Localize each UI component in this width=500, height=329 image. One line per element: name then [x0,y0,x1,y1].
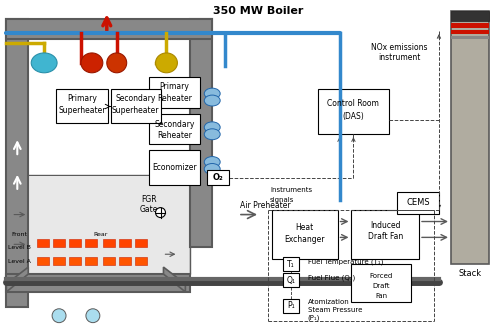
Bar [37,240,49,247]
Text: Reheater: Reheater [157,94,192,103]
Text: Fan: Fan [375,293,388,299]
Text: Heat: Heat [296,223,314,232]
Circle shape [156,208,166,217]
Bar [6,19,28,307]
Text: instrument: instrument [378,53,420,63]
Ellipse shape [156,53,178,73]
Bar [37,257,49,265]
Bar [29,176,190,273]
Bar [69,257,81,265]
Text: (DAS): (DAS) [342,112,364,121]
Bar [451,36,488,39]
Bar [103,240,115,247]
Text: Economizer: Economizer [152,164,196,172]
Bar [103,257,115,265]
Bar [148,114,201,144]
Bar [53,240,65,247]
Bar [134,257,146,265]
Bar [148,150,201,185]
Text: Front: Front [12,232,28,237]
Text: Reheater: Reheater [157,131,192,140]
Text: Fuel Flue (Q₁): Fuel Flue (Q₁) [308,275,355,281]
Bar [111,89,160,123]
Text: signals: signals [270,197,294,203]
Bar [451,11,488,21]
Bar [69,240,81,247]
Bar [28,175,190,274]
Circle shape [86,309,100,323]
Text: Primary: Primary [67,94,97,103]
Bar [397,192,439,214]
Text: Level A: Level A [8,259,30,264]
Text: Instruments: Instruments [270,187,312,193]
Bar [352,264,411,302]
Polygon shape [164,267,186,292]
Text: Superheater: Superheater [112,106,160,115]
Bar [207,170,229,185]
Text: FGR: FGR [141,195,156,204]
Text: Induced: Induced [370,221,400,230]
Bar [85,240,97,247]
Text: P₁: P₁ [287,301,294,310]
Ellipse shape [204,157,220,167]
Bar [85,257,97,265]
Text: Atomization: Atomization [308,299,350,305]
Bar [118,257,130,265]
Text: (P₁): (P₁) [308,315,320,321]
Circle shape [52,309,66,323]
Text: 350 MW Boiler: 350 MW Boiler [213,6,303,16]
Bar [283,299,298,313]
Bar [451,23,488,28]
Bar [134,240,146,247]
Text: Steam Pressure: Steam Pressure [308,307,362,313]
Ellipse shape [204,95,220,106]
Bar [56,89,108,123]
Ellipse shape [204,164,220,174]
Text: Draft Fan: Draft Fan [368,232,403,241]
Text: Superheater: Superheater [58,106,106,115]
Text: Rear: Rear [94,232,108,237]
Bar [148,77,201,109]
Text: T₁: T₁ [287,260,294,269]
Polygon shape [6,267,28,292]
Text: Draft: Draft [372,283,390,289]
Text: Forced: Forced [370,273,393,279]
Text: Control Room: Control Room [328,99,380,108]
Bar [190,19,212,247]
Text: Primary: Primary [160,82,190,91]
Text: Secondary: Secondary [154,120,194,129]
Bar [451,30,488,34]
Text: NOx emissions: NOx emissions [371,42,428,52]
Ellipse shape [107,53,126,73]
Bar [6,274,190,292]
Bar [53,257,65,265]
Bar [283,273,298,287]
Text: CEMS: CEMS [406,198,430,207]
Ellipse shape [81,53,103,73]
Text: Fuel Temperature (T₁): Fuel Temperature (T₁) [308,259,383,266]
Text: Secondary: Secondary [116,94,156,103]
Bar [283,257,298,271]
Bar [318,89,389,134]
Bar [272,210,338,259]
Ellipse shape [204,122,220,133]
Bar [6,19,212,39]
Text: O₂: O₂ [213,173,224,182]
Text: Level B: Level B [8,245,30,250]
Bar [118,240,130,247]
Text: Stack: Stack [458,268,481,278]
Text: Gate: Gate [140,205,158,214]
Ellipse shape [204,88,220,99]
Ellipse shape [31,53,57,73]
Text: Exchanger: Exchanger [284,235,325,244]
Bar [451,11,488,264]
Ellipse shape [204,129,220,140]
Bar [352,210,419,259]
Text: Q₁: Q₁ [286,275,295,285]
Text: Air Preheater: Air Preheater [240,201,290,210]
